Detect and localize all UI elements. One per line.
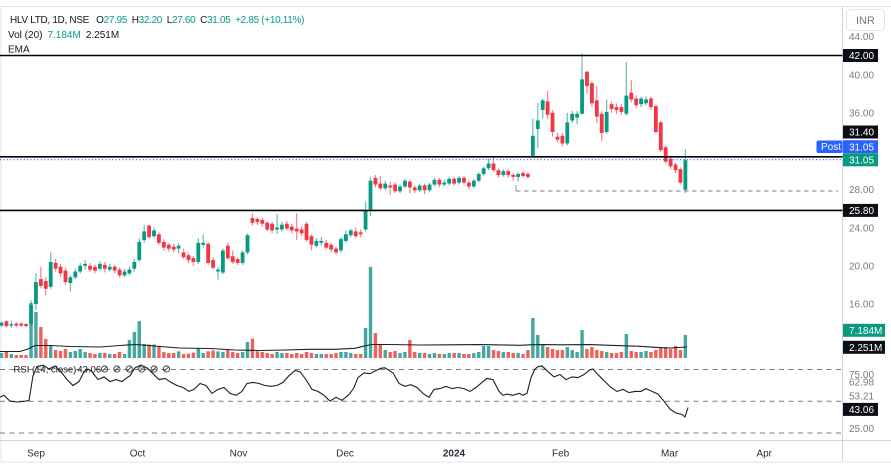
svg-text:Oct: Oct [130,449,146,460]
svg-text:44.00: 44.00 [849,32,874,43]
svg-text:Post: Post [821,142,841,153]
svg-text:24.00: 24.00 [849,223,874,234]
svg-text:RSI (14, close): RSI (14, close) [14,364,77,375]
svg-text:16.00: 16.00 [849,300,874,311]
svg-text:25.80: 25.80 [849,206,874,217]
svg-text:53.21: 53.21 [849,392,874,403]
svg-text:31.05: 31.05 [849,142,874,153]
svg-text:Feb: Feb [552,449,570,460]
svg-text:62.98: 62.98 [849,377,874,388]
svg-text:28.00: 28.00 [849,185,874,196]
svg-text:31.40: 31.40 [849,128,874,139]
svg-text:20.00: 20.00 [849,262,874,273]
svg-text:Dec: Dec [336,449,354,460]
svg-text:HLV LTD, 1D, NSE O27.95 H32.2: HLV LTD, 1D, NSE O27.95 H32.20 L27.60 C3… [10,15,304,26]
svg-text:42.00: 42.00 [849,51,874,62]
svg-text:EMA: EMA [8,45,30,56]
svg-text:INR: INR [856,15,875,27]
svg-text:36.00: 36.00 [849,109,874,120]
svg-text:2.251M: 2.251M [849,343,882,354]
svg-text:Mar: Mar [661,449,679,460]
svg-text:43.06: 43.06 [77,364,101,375]
svg-text:43.06: 43.06 [849,405,874,416]
svg-text:Vol (20) 7.184M 2.251M: Vol (20) 7.184M 2.251M [8,30,119,41]
svg-text:2024: 2024 [443,449,466,460]
svg-text:25.00: 25.00 [849,424,874,435]
svg-text:Apr: Apr [756,449,772,460]
svg-text:Sep: Sep [27,449,45,460]
svg-text:7.184M: 7.184M [849,326,882,337]
svg-text:31.05: 31.05 [849,156,874,167]
svg-text:40.00: 40.00 [849,70,874,81]
svg-text:Nov: Nov [230,449,248,460]
svg-text:75.00: 75.00 [849,370,874,381]
